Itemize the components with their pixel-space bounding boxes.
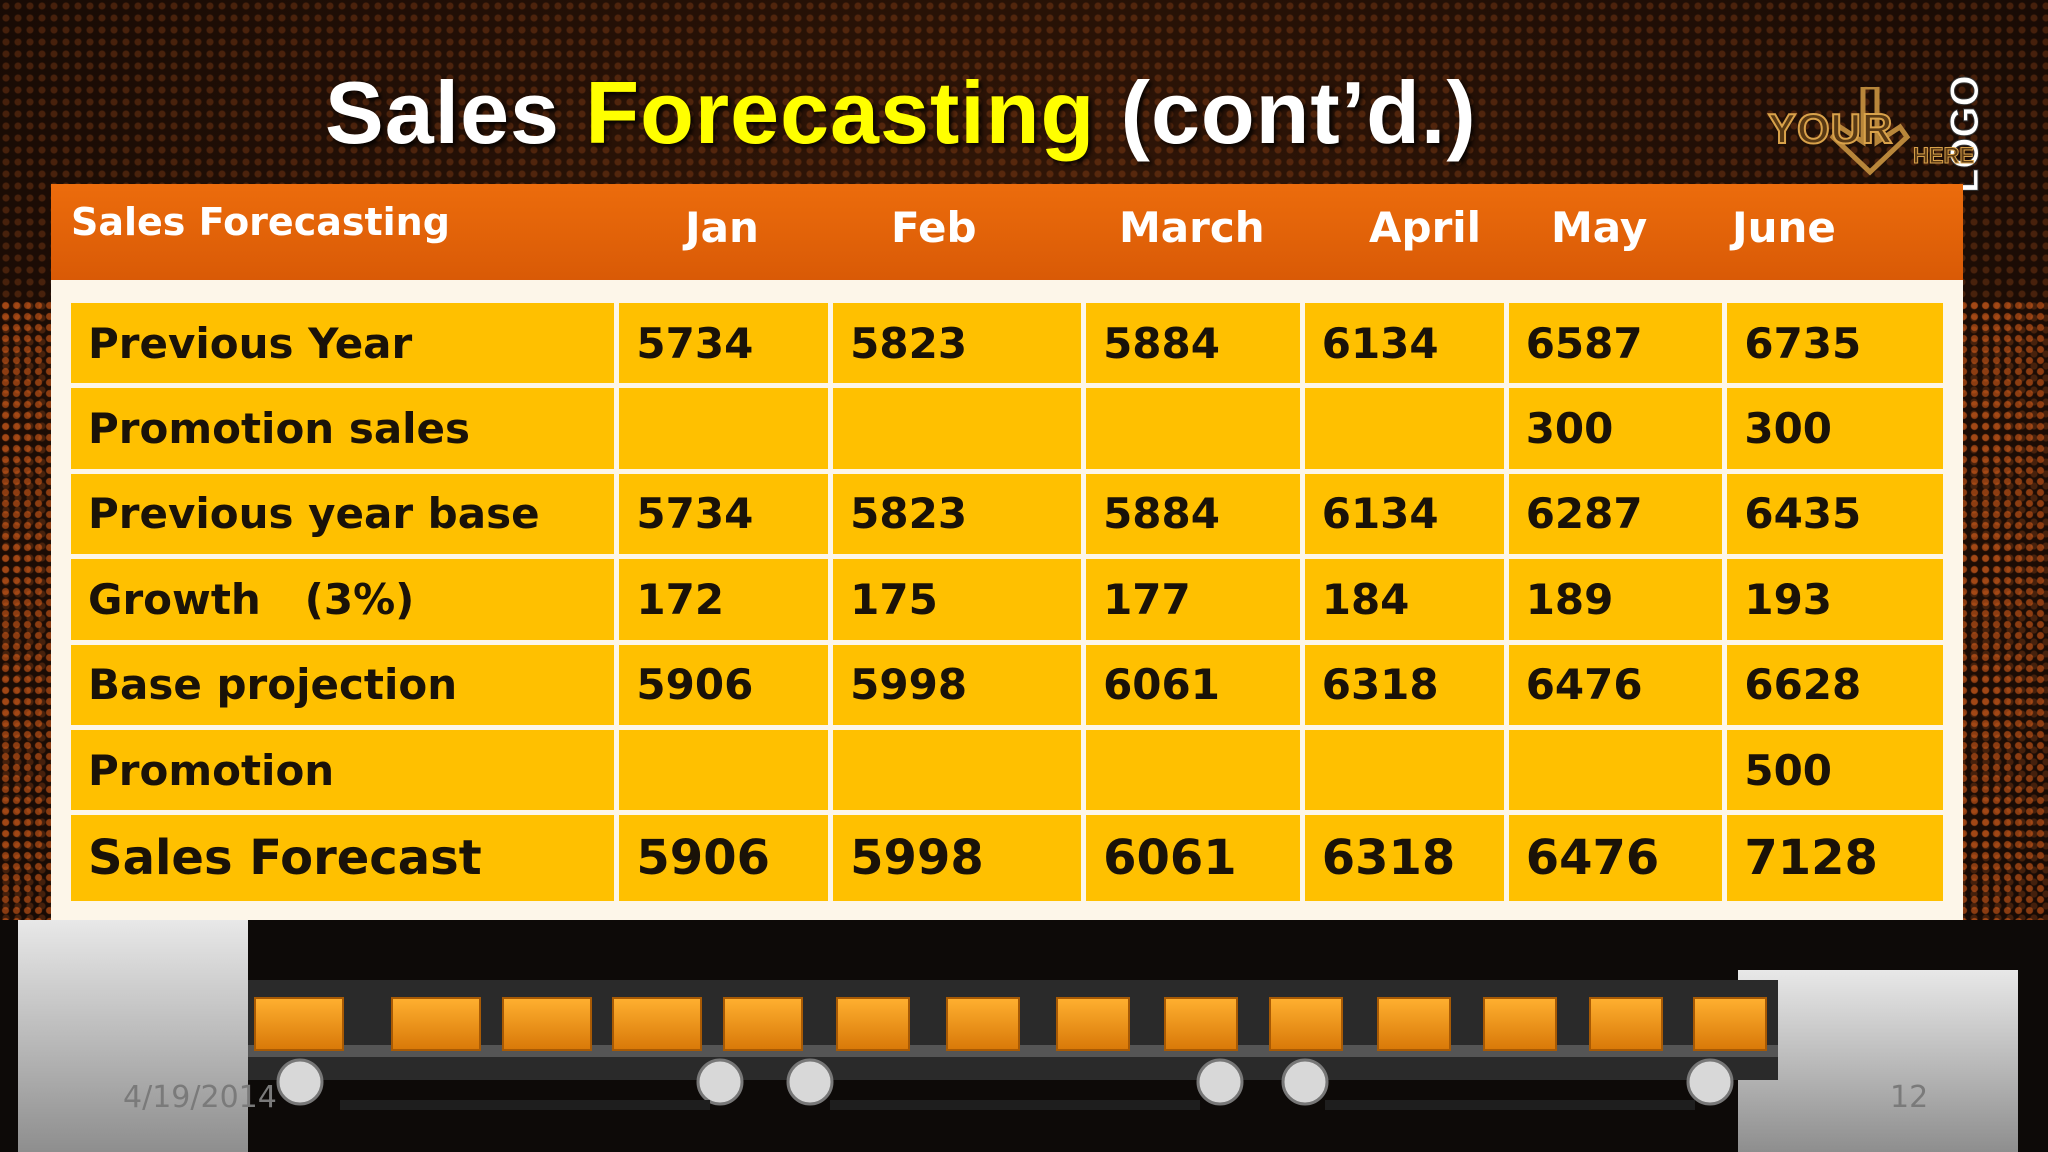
slide-date: 4/19/2014	[123, 1080, 277, 1115]
table-cell: 184	[1304, 559, 1504, 640]
title-accent: Forecasting	[585, 63, 1096, 162]
table-cell: 6061	[1086, 815, 1300, 901]
table-cell: 5998	[833, 815, 1082, 901]
table-cell	[1508, 729, 1723, 811]
header-month-feb: Feb	[891, 203, 977, 252]
table-cell	[619, 729, 829, 811]
logo-text-your: YOUR	[1767, 104, 1894, 153]
table-cell: 6476	[1508, 815, 1723, 901]
row-label: Previous Year	[71, 303, 615, 384]
table-cell	[1304, 388, 1504, 469]
table-cell: 5906	[619, 815, 829, 901]
table-cell: 6587	[1508, 303, 1723, 384]
table-cell: 5884	[1086, 473, 1300, 555]
row-label: Sales Forecast	[71, 815, 615, 901]
header-month-april: April	[1369, 203, 1482, 252]
table-row: Previous year base 5734 5823 5884 6134 6…	[71, 473, 1943, 555]
table-cell: 193	[1727, 559, 1943, 640]
header-label: Sales Forecasting	[71, 200, 450, 244]
logo: YOUR LOGO HERE	[1765, 45, 1995, 194]
table-cell: 500	[1727, 729, 1943, 811]
table-cell: 6134	[1304, 303, 1504, 384]
table-cell: 6735	[1727, 303, 1943, 384]
table-cell: 5823	[833, 303, 1082, 384]
table-cell: 177	[1086, 559, 1300, 640]
table-cell: 5906	[619, 644, 829, 725]
table-row: Base projection 5906 5998 6061 6318 6476…	[71, 644, 1943, 725]
table-cell	[1086, 388, 1300, 469]
title-part2: (cont’d.)	[1095, 63, 1477, 162]
row-label: Promotion	[71, 729, 615, 811]
table-cell: 300	[1508, 388, 1723, 469]
header-month-march: March	[1119, 203, 1265, 252]
row-label: Promotion sales	[71, 388, 615, 469]
table-cell: 5734	[619, 303, 829, 384]
table-cell	[833, 729, 1082, 811]
table-header-bar	[51, 184, 1963, 280]
table-row: Growth (3%) 172 175 177 184 189 193	[71, 559, 1943, 640]
table-cell	[1304, 729, 1504, 811]
table-row: Previous Year 5734 5823 5884 6134 6587 6…	[71, 303, 1943, 384]
logo-arrow-icon	[1829, 87, 1911, 176]
table-row-total: Sales Forecast 5906 5998 6061 6318 6476 …	[71, 815, 1943, 901]
table-cell: 175	[833, 559, 1082, 640]
logo-text-logo: LOGO	[1943, 75, 1988, 194]
table-cell	[619, 388, 829, 469]
table-cell: 7128	[1727, 815, 1943, 901]
header-month-jan: Jan	[685, 203, 759, 252]
forecast-table: Previous Year 5734 5823 5884 6134 6587 6…	[66, 298, 1948, 906]
row-label: Base projection	[71, 644, 615, 725]
title-part1: Sales	[325, 63, 586, 162]
table-cell: 5998	[833, 644, 1082, 725]
table-cell: 6134	[1304, 473, 1504, 555]
row-label: Previous year base	[71, 473, 615, 555]
table-cell: 172	[619, 559, 829, 640]
slide-page-number: 12	[1890, 1080, 1929, 1115]
table-cell: 6476	[1508, 644, 1723, 725]
logo-text-here: HERE	[1912, 143, 1975, 169]
table-cell: 6287	[1508, 473, 1723, 555]
table-cell: 300	[1727, 388, 1943, 469]
table-cell: 6318	[1304, 815, 1504, 901]
table-cell: 5734	[619, 473, 829, 555]
background-hex-right	[1958, 300, 2048, 920]
table-cell: 5884	[1086, 303, 1300, 384]
table-row: Promotion 500	[71, 729, 1943, 811]
table-row: Promotion sales 300 300	[71, 388, 1943, 469]
table-cell	[1086, 729, 1300, 811]
header-month-june: June	[1732, 203, 1836, 252]
table-cell	[833, 388, 1082, 469]
row-label: Growth (3%)	[71, 559, 615, 640]
slide-title: Sales Forecasting (cont’d.)	[325, 62, 1477, 164]
header-month-may: May	[1551, 203, 1648, 252]
conveyor-belt-image	[0, 920, 2048, 1152]
table-cell: 189	[1508, 559, 1723, 640]
table-cell: 6628	[1727, 644, 1943, 725]
table-cell: 6435	[1727, 473, 1943, 555]
table-cell: 6061	[1086, 644, 1300, 725]
table-cell: 5823	[833, 473, 1082, 555]
table-cell: 6318	[1304, 644, 1504, 725]
